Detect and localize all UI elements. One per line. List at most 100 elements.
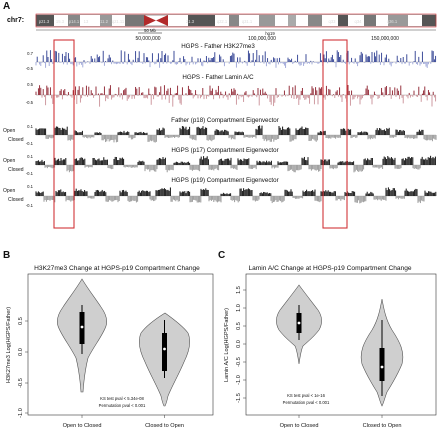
track2-scale-bottom: -0.5: [26, 100, 34, 105]
panel-c-ytick-neg0.5: -0.5: [236, 357, 242, 367]
chrom-label: chr7:: [7, 17, 24, 24]
ideogram-band: [408, 15, 422, 26]
band-label: q36.1: [387, 19, 398, 24]
track-father-eigenvector: [35, 125, 437, 143]
panel-c-xtick-closed-to-open: Closed to Open: [363, 423, 402, 429]
track-title-hgps-p19-eig: HGPS (p19) Compartment Eigenvector: [171, 177, 278, 184]
ideogram-band: [68, 15, 80, 26]
ideogram-band: [288, 15, 296, 26]
track3-scale-top: 0.1: [27, 124, 33, 129]
track-title-father-eig: Father (p18) Compartment Eigenvector: [171, 117, 279, 124]
track4-scale-top: 0.1: [27, 154, 33, 159]
panel-c-ylabel: Lamin A/C Log(HGPS/Father): [224, 308, 230, 382]
panel-b-title: H3K27me3 Change at HGPS-p19 Compartment …: [34, 265, 200, 272]
panel-b-ytick-0.0: 0.0: [18, 348, 24, 356]
panel-b-ks-stat: KS test pval < 5.34e-08: [100, 396, 144, 401]
band-label: p14.1: [69, 19, 80, 24]
track5-scale-bottom: -0.1: [26, 203, 34, 208]
ideogram-band: [388, 15, 408, 26]
ideogram-band: [348, 15, 364, 26]
track3-closed-label: Closed: [8, 137, 24, 143]
genome-label: hg19: [265, 31, 275, 36]
track4-closed-label: Closed: [8, 167, 24, 173]
panel-b-permutation-stat: Permutation pval < 0.001: [99, 403, 146, 408]
panel-b-xtick-closed-to-open: Closed to Open: [145, 423, 184, 429]
track5-closed-label: Closed: [8, 197, 24, 203]
panel-c-violin-closed-to-open: [360, 298, 404, 407]
track2-scale-top: 0.5: [27, 82, 33, 87]
ideogram-band: [36, 15, 54, 26]
track4-scale-bottom: -0.1: [26, 171, 34, 176]
panel-b-ytick-0.5: 0.5: [18, 317, 24, 325]
ideogram-band: [275, 15, 288, 26]
panel-c-ytick-1.0: 1.0: [236, 304, 242, 312]
panel-c-violin-open-to-closed: [276, 284, 322, 365]
highlight-box-left: [53, 39, 75, 229]
panel-a-letter: A: [3, 1, 10, 12]
ideogram-band: [376, 15, 388, 26]
scale-label: 50 Mb: [144, 28, 156, 33]
ideogram-band: [188, 15, 215, 26]
band-label: q34: [355, 19, 363, 24]
ideogram-band: [308, 15, 322, 26]
ideogram-band: [338, 15, 348, 26]
ideogram-band: [100, 15, 112, 26]
track-hgps-p17-eigenvector: [35, 155, 436, 173]
signal-tracks: [35, 50, 437, 204]
track-h3k27me3-signal: [35, 50, 437, 68]
centromere-left: [144, 15, 156, 26]
panel-c-ytick-1.5: 1.5: [236, 286, 242, 294]
panel-b-ylabel: H3K27me3 Log(HGPS/Father): [6, 307, 12, 383]
ideogram-band: [239, 15, 259, 26]
track3-open-label: Open: [3, 128, 15, 134]
panel-c-permutation-stat: Permutation pval < 0.001: [283, 400, 330, 405]
coordinate-ruler: 50 Mb hg19 50,000,000 100,000,000 150,00…: [36, 28, 436, 42]
band-label: 15.3: [56, 19, 65, 24]
panel-c-xtick-open-to-closed: Open to Closed: [280, 423, 319, 429]
coord-label-150mb: 150,000,000: [371, 36, 399, 42]
track-title-hgps-p17-eig: HGPS (p17) Compartment Eigenvector: [171, 147, 278, 154]
panel-c-ytick-neg1.5: -1.5: [236, 393, 242, 403]
ideogram-band: [364, 15, 376, 26]
track5-scale-top: 0.1: [27, 184, 33, 189]
panel-b-yaxis: 0.5 0.0 -0.5 -1.0: [18, 317, 28, 418]
band-label: q21.11: [112, 19, 125, 24]
ideogram-band: [422, 15, 436, 26]
panel-c-plot-frame: [245, 273, 437, 416]
band-label: 13: [84, 19, 89, 24]
track1-scale-bottom: -0.5: [26, 66, 34, 71]
track5-open-label: Open: [3, 188, 15, 194]
track-title-h3k27me3: HGPS - Father H3K27me3: [181, 43, 255, 50]
panel-b-ytick-neg1.0: -1.0: [18, 408, 24, 418]
ideogram-band: [296, 15, 308, 26]
panel-c-yaxis: 1.5 1.0 0.5 0.0 -0.5 -1.0 -1.5: [236, 286, 246, 403]
band-label: 11.2: [100, 19, 109, 24]
panel-b-violin-closed-to-open: [139, 312, 190, 407]
ideogram-band: [215, 15, 229, 26]
band-label: q31.1: [242, 19, 253, 24]
ideogram-view-box: [35, 13, 437, 28]
ideogram-band: [259, 15, 275, 26]
ideogram-band: [125, 15, 144, 26]
ideogram-band: [54, 15, 68, 26]
band-label: q22.1: [217, 19, 228, 24]
track4-open-label: Open: [3, 158, 15, 164]
panel-b-xtick-open-to-closed: Open to Closed: [63, 423, 102, 429]
chromosome-ideogram: p21.3 15.3 p14.1 13 11.2 q21.11 21.3 q22.1 q31.1…: [35, 13, 437, 28]
ideogram-band: [229, 15, 239, 26]
band-label: 21.3: [186, 19, 195, 24]
panel-b-ytick-neg0.5: -0.5: [18, 378, 24, 388]
panel-c-ytick-neg1.0: -1.0: [236, 375, 242, 385]
track-lamin-signal: [35, 85, 437, 107]
ideogram-band: [168, 15, 188, 26]
centromere-right: [156, 15, 168, 26]
ideogram-band: [80, 15, 100, 26]
panel-c-ytick-0.0: 0.0: [236, 340, 242, 348]
panel-c-ytick-0.5: 0.5: [236, 322, 242, 330]
band-label: p21.3: [39, 19, 50, 24]
band-label: q33: [329, 19, 337, 24]
coord-label-50mb: 50,000,000: [135, 36, 160, 42]
ideogram-band: [322, 15, 338, 26]
track3-scale-bottom: -0.1: [26, 141, 34, 146]
